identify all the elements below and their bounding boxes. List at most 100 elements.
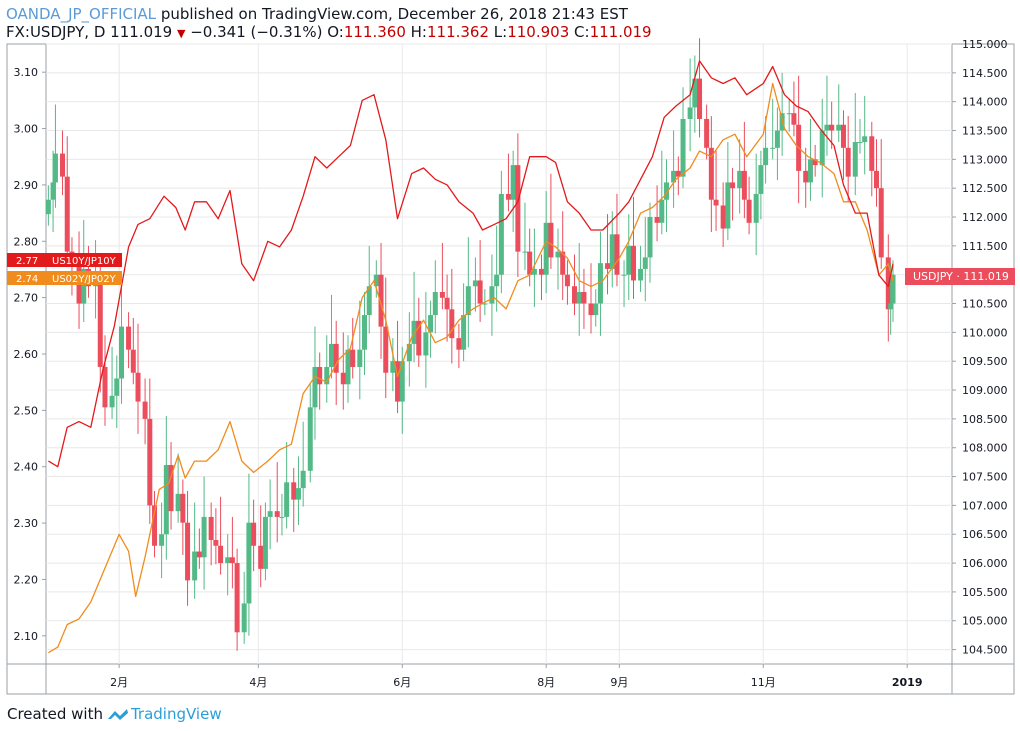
candle-body (399, 361, 405, 402)
candle-body (432, 292, 438, 316)
candle-body (840, 124, 846, 148)
candle-body (97, 280, 103, 367)
candle-body (444, 297, 450, 310)
candle-body (340, 372, 346, 385)
close-label: C: (574, 23, 590, 41)
usdjpy-candle (862, 95, 868, 175)
right-tick-label: 110.000 (962, 326, 1008, 339)
candle-body (857, 142, 863, 144)
usdjpy-candle (52, 104, 58, 208)
candle-body (638, 268, 644, 281)
usdjpy-candle (225, 534, 231, 596)
usdjpy-candle (324, 335, 330, 403)
us02y-series-label: US02Y/JP02Y (52, 274, 117, 285)
usdjpy-candle (456, 323, 462, 369)
usdjpy-candle (378, 242, 384, 359)
candle-body (836, 124, 842, 131)
usdjpy-candle (135, 323, 141, 434)
x-axis: 2月 4月 6月 8月 9月 11月 2019 (110, 664, 922, 689)
candle-body (50, 182, 56, 200)
usdjpy-candle (251, 499, 257, 572)
candle-body (630, 245, 636, 281)
x-tick-label: 6月 (393, 676, 411, 689)
right-tick-label: 113.000 (962, 153, 1008, 166)
usdjpy-candle (366, 245, 372, 334)
x-tick-label: 2019 (892, 676, 923, 689)
candle-body (531, 268, 537, 275)
right-tick-label: 107.500 (962, 471, 1008, 484)
usdjpy-candle (295, 456, 301, 526)
candle-body (192, 551, 198, 581)
usdjpy-candle (531, 228, 537, 307)
usdjpy-candle (560, 211, 566, 301)
price-chart[interactable]: 2.10 2.20 2.30 2.40 2.50 2.60 2.70 2.80 2.90 3.00… (0, 0, 1020, 700)
usdjpy-candle (102, 335, 108, 426)
usdjpy-candle (168, 441, 174, 530)
tradingview-link[interactable]: TradingView (107, 705, 222, 723)
candle-body (406, 343, 412, 362)
usdjpy-candle (572, 254, 577, 316)
candle-body (333, 343, 339, 373)
usdjpy-candle (201, 476, 207, 590)
candle-body (704, 118, 710, 148)
usdjpy-candle (229, 516, 235, 589)
usdjpy-candle (824, 75, 830, 156)
candle-body (489, 286, 495, 304)
usdjpy-candle (857, 118, 863, 154)
usdjpy-candle (312, 326, 318, 440)
left-tick-label: 2.20 (14, 573, 39, 586)
x-tick-label: 11月 (751, 676, 776, 689)
candle-body (300, 470, 306, 489)
usdjpy-candle (97, 266, 103, 393)
usdjpy-candle (180, 479, 186, 555)
candle-body (730, 182, 736, 189)
usdjpy-candle (234, 548, 240, 651)
candle-body (328, 343, 334, 367)
right-tick-label: 114.000 (962, 96, 1008, 109)
us02y-jp02y-line (48, 82, 894, 654)
usdjpy-candle (284, 441, 290, 529)
chart-publish-line: OANDA_JP_OFFICIAL published on TradingVi… (6, 5, 628, 23)
candle-body (829, 124, 835, 131)
us02y-last-value: 2.74 (16, 274, 38, 285)
candle-body (720, 205, 726, 229)
candle-body (527, 251, 533, 275)
candle-body (852, 142, 858, 177)
usdjpy-candle (258, 505, 264, 588)
candle-body (185, 522, 191, 581)
candle-body (642, 257, 648, 269)
usdjpy-label-bg (905, 268, 1015, 285)
usdjpy-candles (45, 38, 896, 651)
footer: Created with TradingView (7, 705, 222, 723)
usdjpy-candle (423, 292, 429, 388)
candle-body (763, 147, 769, 166)
right-tick-label: 105.500 (962, 586, 1008, 599)
us10y-series-label: US10Y/JP10Y (52, 256, 117, 267)
right-tick-label: 110.500 (962, 298, 1008, 311)
x-tick-label: 9月 (610, 676, 628, 689)
usdjpy-candle (267, 479, 273, 550)
usdjpy-candle (713, 150, 719, 231)
usdjpy-candle (697, 38, 703, 138)
us10y-jp10y-line (48, 60, 894, 468)
usdjpy-candle (81, 219, 87, 322)
candle-body (687, 107, 693, 119)
candle-body (225, 557, 231, 564)
right-tick-label: 107.000 (962, 499, 1008, 512)
candle-body (671, 170, 677, 183)
usdjpy-candle (465, 237, 471, 348)
candle-body (510, 165, 516, 200)
candle-body (560, 251, 566, 275)
usdjpy-candle (416, 297, 422, 367)
candle-body (477, 280, 483, 304)
usdjpy-candle (621, 260, 627, 307)
candle-body (262, 516, 268, 569)
usdjpy-candle (291, 467, 297, 532)
candle-body (555, 251, 561, 258)
candle-body (229, 557, 235, 564)
candle-body (786, 113, 792, 115)
author-link[interactable]: OANDA_JP_OFFICIAL (6, 5, 157, 23)
candle-body (295, 488, 301, 500)
left-tick-label: 2.60 (14, 348, 39, 361)
left-tick-label: 2.80 (14, 235, 39, 248)
